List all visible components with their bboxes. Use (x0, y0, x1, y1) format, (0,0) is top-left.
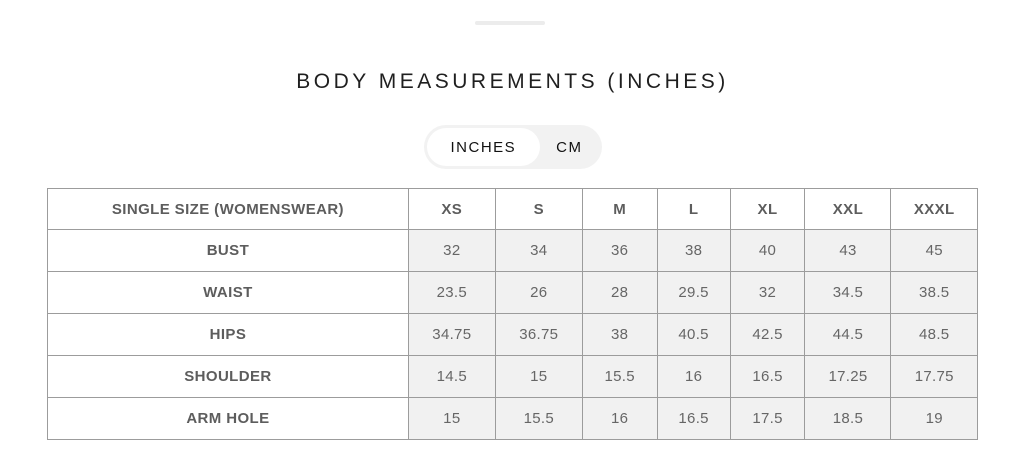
measurement-cell: 16.5 (656, 397, 731, 440)
measurement-cell: 44.5 (804, 313, 892, 356)
measurements-table: SINGLE SIZE (WOMENSWEAR) XS S M L XL XXL XXXL … (47, 188, 978, 440)
table-row: SHOULDER 14.5 15 15.5 16 16.5 17.25 17.75 (47, 355, 978, 398)
measurement-cell: 43 (804, 229, 892, 272)
row-label: BUST (47, 229, 409, 272)
column-header-xxl: XXL (804, 188, 892, 230)
header-row: SINGLE SIZE (WOMENSWEAR) XS S M L XL XXL XXXL (47, 188, 978, 230)
measurement-cell: 16 (656, 355, 731, 398)
measurement-cell: 36.75 (494, 313, 583, 356)
measurement-cell: 17.75 (890, 355, 978, 398)
measurement-cell: 32 (729, 271, 806, 314)
measurement-cell: 15 (494, 355, 583, 398)
measurement-cell: 48.5 (890, 313, 978, 356)
page-title: BODY MEASUREMENTS (INCHES) (296, 70, 729, 93)
measurement-cell: 36 (581, 229, 658, 272)
unit-toggle-cm[interactable]: CM (540, 128, 598, 166)
row-label: HIPS (47, 313, 409, 356)
table-row: BUST 32 34 36 38 40 43 45 (47, 229, 978, 272)
measurement-cell: 40 (729, 229, 806, 272)
measurement-cell: 16.5 (729, 355, 806, 398)
measurement-cell: 38 (581, 313, 658, 356)
table-row: ARM HOLE 15 15.5 16 16.5 17.5 18.5 19 (47, 397, 978, 440)
measurements-table-body: BUST 32 34 36 38 40 43 45 WAIST 23.5 26 28 29.5 32 34.… (47, 229, 978, 440)
column-header-xs: XS (407, 188, 496, 230)
table-row: HIPS 34.75 36.75 38 40.5 42.5 44.5 48.5 (47, 313, 978, 356)
measurement-cell: 28 (581, 271, 658, 314)
measurement-cell: 40.5 (656, 313, 731, 356)
measurement-cell: 32 (407, 229, 496, 272)
measurement-cell: 15.5 (581, 355, 658, 398)
unit-toggle-inches[interactable]: INCHES (426, 128, 541, 166)
row-label: WAIST (47, 271, 409, 314)
column-header-l: L (656, 188, 731, 230)
measurement-cell: 42.5 (729, 313, 806, 356)
measurement-cell: 16 (581, 397, 658, 440)
row-label: ARM HOLE (47, 397, 409, 440)
measurement-cell: 17.5 (729, 397, 806, 440)
column-header-xl: XL (729, 188, 806, 230)
corner-header: SINGLE SIZE (WOMENSWEAR) (47, 188, 409, 230)
measurement-cell: 15 (407, 397, 496, 440)
measurements-table-wrap: SINGLE SIZE (WOMENSWEAR) XS S M L XL XXL XXXL … (47, 188, 978, 440)
measurement-cell: 38 (656, 229, 731, 272)
unit-toggle: INCHES CM (423, 125, 602, 169)
drag-handle[interactable] (475, 21, 545, 25)
column-header-xxxl: XXXL (890, 188, 978, 230)
measurement-cell: 34 (494, 229, 583, 272)
measurement-cell: 26 (494, 271, 583, 314)
column-header-m: M (581, 188, 658, 230)
measurement-cell: 34.5 (804, 271, 892, 314)
measurement-cell: 18.5 (804, 397, 892, 440)
measurement-cell: 14.5 (407, 355, 496, 398)
measurement-cell: 38.5 (890, 271, 978, 314)
row-label: SHOULDER (47, 355, 409, 398)
measurement-cell: 29.5 (656, 271, 731, 314)
measurement-cell: 15.5 (494, 397, 583, 440)
measurement-cell: 17.25 (804, 355, 892, 398)
measurement-cell: 23.5 (407, 271, 496, 314)
measurement-cell: 19 (890, 397, 978, 440)
measurement-cell: 45 (890, 229, 978, 272)
table-row: WAIST 23.5 26 28 29.5 32 34.5 38.5 (47, 271, 978, 314)
column-header-s: S (494, 188, 583, 230)
measurement-cell: 34.75 (407, 313, 496, 356)
